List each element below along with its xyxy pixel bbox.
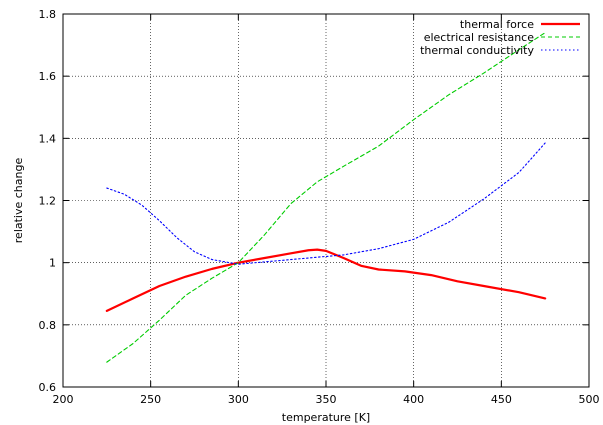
x-tick-label: 450	[491, 393, 512, 406]
series-line-thermal-force	[105, 248, 547, 312]
x-tick-label: 300	[228, 393, 249, 406]
axis-ticks	[62, 13, 590, 388]
y-axis-tick-labels: 0.6 0.8 1 1.2 1.4 1.6 1.8	[39, 8, 57, 394]
x-tick-label: 250	[140, 393, 161, 406]
x-tick-label: 350	[316, 393, 337, 406]
y-tick-label: 1.6	[39, 70, 57, 83]
y-axis-label: relative change	[12, 158, 25, 244]
x-axis-label: temperature [K]	[282, 411, 370, 424]
y-tick-label: 1.2	[39, 195, 57, 208]
legend-label: thermal force	[460, 18, 534, 31]
grid	[63, 14, 589, 387]
x-axis-tick-labels: 200 250 300 350 400 450 500	[53, 393, 600, 406]
y-tick-label: 1.4	[39, 132, 57, 145]
y-tick-label: 1	[49, 257, 56, 270]
legend-label: electrical resistance	[424, 31, 535, 44]
x-tick-label: 500	[579, 393, 600, 406]
legend-label: thermal conductivity	[420, 44, 534, 57]
x-tick-label: 200	[53, 393, 74, 406]
data-series	[105, 32, 547, 363]
series-line-electrical-resistance	[106, 32, 546, 363]
y-tick-label: 0.8	[39, 319, 57, 332]
y-tick-label: 0.6	[39, 381, 57, 394]
x-tick-label: 400	[403, 393, 424, 406]
y-tick-label: 1.8	[39, 8, 57, 21]
series-line-thermal-conductivity	[106, 142, 546, 265]
